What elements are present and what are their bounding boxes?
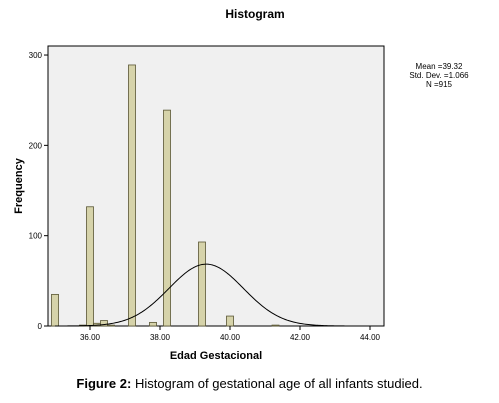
x-tick-label: 36.00 — [80, 333, 101, 342]
x-axis: 36.00 38.00 40.00 42.00 44.00 — [80, 326, 381, 342]
stats-line: N =915 — [426, 80, 453, 89]
histogram-bar — [51, 293, 59, 327]
caption-text: Histogram of gestational age of all infa… — [131, 376, 423, 391]
y-tick-label: 300 — [29, 51, 43, 60]
normal-curve — [55, 263, 370, 327]
histogram-chart: Histogram 0 100 200 300 36.00 38.00 40.00 42.0… — [13, 7, 469, 362]
x-tick-label: 42.00 — [290, 333, 311, 342]
stats-line: Std. Dev. =1.066 — [409, 71, 469, 80]
y-tick-label: 0 — [38, 322, 43, 331]
y-tick-label: 100 — [29, 232, 43, 241]
histogram-bar — [198, 241, 206, 327]
plot-area — [47, 45, 385, 327]
figure-caption: Figure 2: Histogram of gestational age o… — [0, 376, 499, 391]
y-axis: 0 100 200 300 — [29, 51, 48, 331]
chart-title: Histogram — [225, 7, 284, 21]
histogram-bar — [86, 206, 94, 327]
y-tick-label: 200 — [29, 141, 43, 150]
bars-group — [51, 64, 280, 327]
x-tick-label: 38.00 — [150, 333, 171, 342]
histogram-bar — [128, 64, 136, 327]
y-axis-label: Frequency — [13, 157, 25, 214]
histogram-bar — [226, 315, 234, 327]
histogram-bar — [107, 324, 115, 327]
x-axis-label: Edad Gestacional — [170, 350, 262, 362]
x-tick-label: 40.00 — [220, 333, 241, 342]
histogram-bar — [149, 321, 157, 327]
caption-label: Figure 2: — [76, 376, 132, 391]
histogram-bar — [163, 109, 171, 327]
stats-line: Mean =39.32 — [416, 62, 463, 71]
histogram-bar — [100, 320, 108, 327]
x-tick-label: 44.00 — [360, 333, 381, 342]
histogram-bar — [271, 324, 280, 327]
